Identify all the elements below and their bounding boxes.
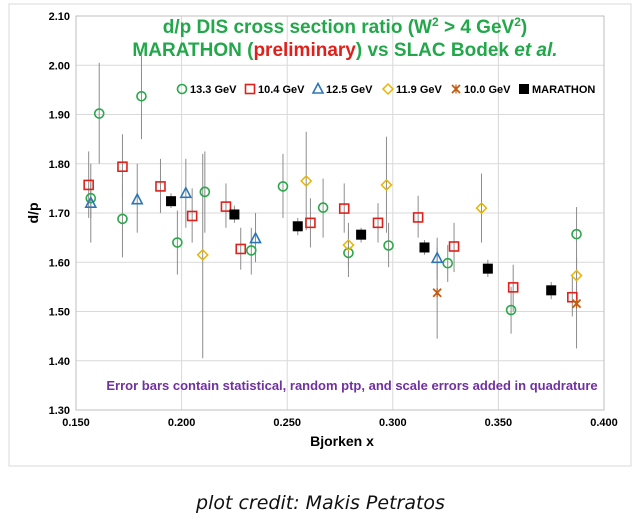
data-point	[199, 186, 211, 198]
y-tick-label: 2.10	[49, 11, 70, 23]
legend-marker	[519, 84, 529, 94]
legend-item: 12.5 GeV	[311, 81, 373, 96]
data-point	[235, 243, 247, 255]
x-tick-label: 0.300	[379, 417, 407, 429]
data-point	[546, 285, 557, 296]
legend-marker	[176, 83, 188, 95]
data-point	[83, 179, 94, 191]
plot-area-border	[75, 15, 605, 411]
data-point	[448, 241, 460, 252]
data-point	[117, 161, 128, 173]
data-point	[179, 186, 193, 199]
y-tick-label: 1.50	[49, 307, 70, 319]
data-point	[300, 174, 313, 188]
data-point	[155, 181, 166, 192]
x-tick-label: 0.400	[590, 417, 618, 429]
data-point	[482, 263, 493, 274]
data-point	[229, 209, 240, 220]
chart-note: Error bars contain statistical, random p…	[106, 378, 597, 393]
axes: 1.30 1.40 1.50 1.60 1.70 1.80 1.90 2.00 2.10 0.15…	[49, 11, 618, 429]
data-point	[571, 298, 582, 309]
data-point	[372, 217, 384, 229]
x-axis-label: Bjorken x	[310, 433, 374, 449]
data-point	[343, 247, 354, 259]
data-point	[571, 228, 582, 240]
x-tick-label: 0.250	[273, 417, 301, 429]
data-point	[430, 251, 444, 264]
data-point	[432, 288, 442, 298]
data-point	[507, 282, 519, 293]
data-point	[567, 291, 578, 303]
data-point	[186, 210, 198, 222]
y-axis-label: d/p	[25, 203, 41, 224]
chart: 1.30 1.40 1.50 1.60 1.70 1.80 1.90 2.00 2.10 0.15…	[8, 3, 632, 467]
legend-marker	[244, 83, 256, 95]
y-tick-label: 2.00	[49, 60, 70, 72]
legend-marker	[381, 82, 395, 96]
x-tick-label: 0.350	[485, 417, 513, 429]
data-point	[196, 248, 209, 261]
legend: 13.3 GeV 10.4 GeV 12.5 GeV 11.9 GeV 10.0 GeV…	[176, 81, 595, 96]
data-point	[292, 221, 303, 232]
y-tick-label: 1.30	[49, 405, 70, 417]
chart-frame	[8, 3, 632, 467]
legend-label: 12.5 GeV	[326, 84, 373, 96]
data-point	[93, 108, 105, 119]
data-point	[220, 201, 232, 212]
data-point	[505, 304, 517, 316]
data-point	[342, 238, 355, 252]
data-point	[442, 257, 454, 269]
x-tick-label: 0.150	[62, 417, 90, 429]
legend-label: 10.0 GeV	[464, 84, 511, 96]
legend-item: 13.3 GeV	[176, 83, 237, 96]
data-point	[305, 217, 316, 229]
data-point	[277, 181, 289, 192]
data-point	[380, 178, 393, 191]
legend-item: MARATHON	[519, 84, 595, 96]
y-tick-label: 1.40	[49, 356, 70, 368]
data-point	[117, 213, 128, 225]
data-point	[166, 196, 177, 207]
data-point	[136, 90, 147, 102]
chart-title-line1: d/p DIS cross section ratio (W2 > 4 GeV2…	[163, 15, 527, 38]
plot-credit: plot credit: Makis Petratos	[196, 492, 445, 514]
y-tick-label: 1.70	[49, 208, 70, 220]
x-tick-label: 0.200	[168, 417, 196, 429]
data-point	[338, 203, 350, 214]
y-tick-label: 1.90	[49, 110, 70, 122]
legend-item: 10.4 GeV	[244, 83, 305, 96]
legend-label: 13.3 GeV	[190, 84, 237, 96]
data-point	[383, 240, 394, 251]
data-point	[412, 212, 424, 223]
data-point	[172, 237, 183, 248]
data-point	[130, 192, 144, 205]
legend-item: 10.0 GeV	[451, 84, 511, 96]
data-point	[317, 202, 329, 213]
y-tick-label: 1.80	[49, 159, 70, 171]
data-point	[85, 192, 97, 204]
legend-marker	[451, 84, 461, 94]
data-point	[356, 229, 367, 240]
chart-title-line2: MARATHON (preliminary) vs SLAC Bodek et …	[132, 40, 557, 61]
legend-label: MARATHON	[532, 84, 595, 96]
data-point	[249, 231, 262, 244]
data-point	[570, 269, 583, 282]
markers	[83, 90, 583, 316]
data-point	[475, 202, 488, 215]
data-point	[84, 195, 98, 208]
legend-label: 11.9 GeV	[396, 84, 443, 96]
legend-label: 10.4 GeV	[258, 84, 305, 96]
y-tick-label: 1.60	[49, 257, 70, 269]
legend-marker	[311, 81, 325, 94]
legend-item: 11.9 GeV	[381, 82, 443, 96]
data-point	[245, 245, 257, 256]
data-point	[419, 242, 430, 253]
